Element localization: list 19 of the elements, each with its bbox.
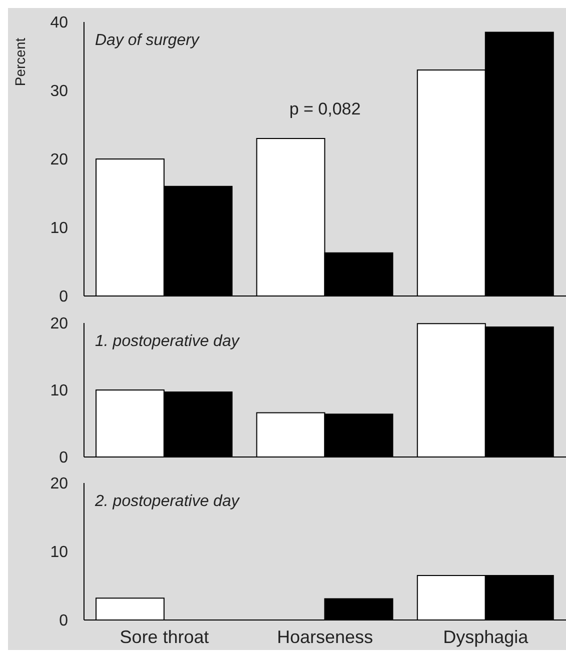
x-tick-label: Hoarseness	[276, 626, 374, 647]
text: 1. postoperative day	[95, 333, 240, 351]
annotation: p = 0,082	[289, 99, 361, 118]
text: Day of surgery	[95, 32, 200, 50]
x-tick-label: Sore throat	[120, 626, 209, 647]
y-tick-label: 0	[59, 288, 68, 306]
y-tick-label: 0	[59, 450, 68, 467]
y-tick-label: 20	[50, 152, 68, 169]
y-tick-label: 10	[50, 220, 68, 238]
y-tick-label: 10	[50, 544, 68, 562]
y-axis-title: Percent	[12, 38, 28, 86]
y-tick-label: 10	[50, 382, 68, 400]
y-tick-label: 20	[50, 316, 68, 333]
y-tick-label: 20	[50, 476, 68, 493]
y-tick-label: 30	[50, 83, 68, 100]
y-tick-label: 40	[50, 14, 68, 32]
y-tick-label: 0	[59, 612, 68, 630]
x-tick-label: Dysphagia	[443, 626, 530, 647]
text: 2. postoperative day	[95, 493, 240, 511]
